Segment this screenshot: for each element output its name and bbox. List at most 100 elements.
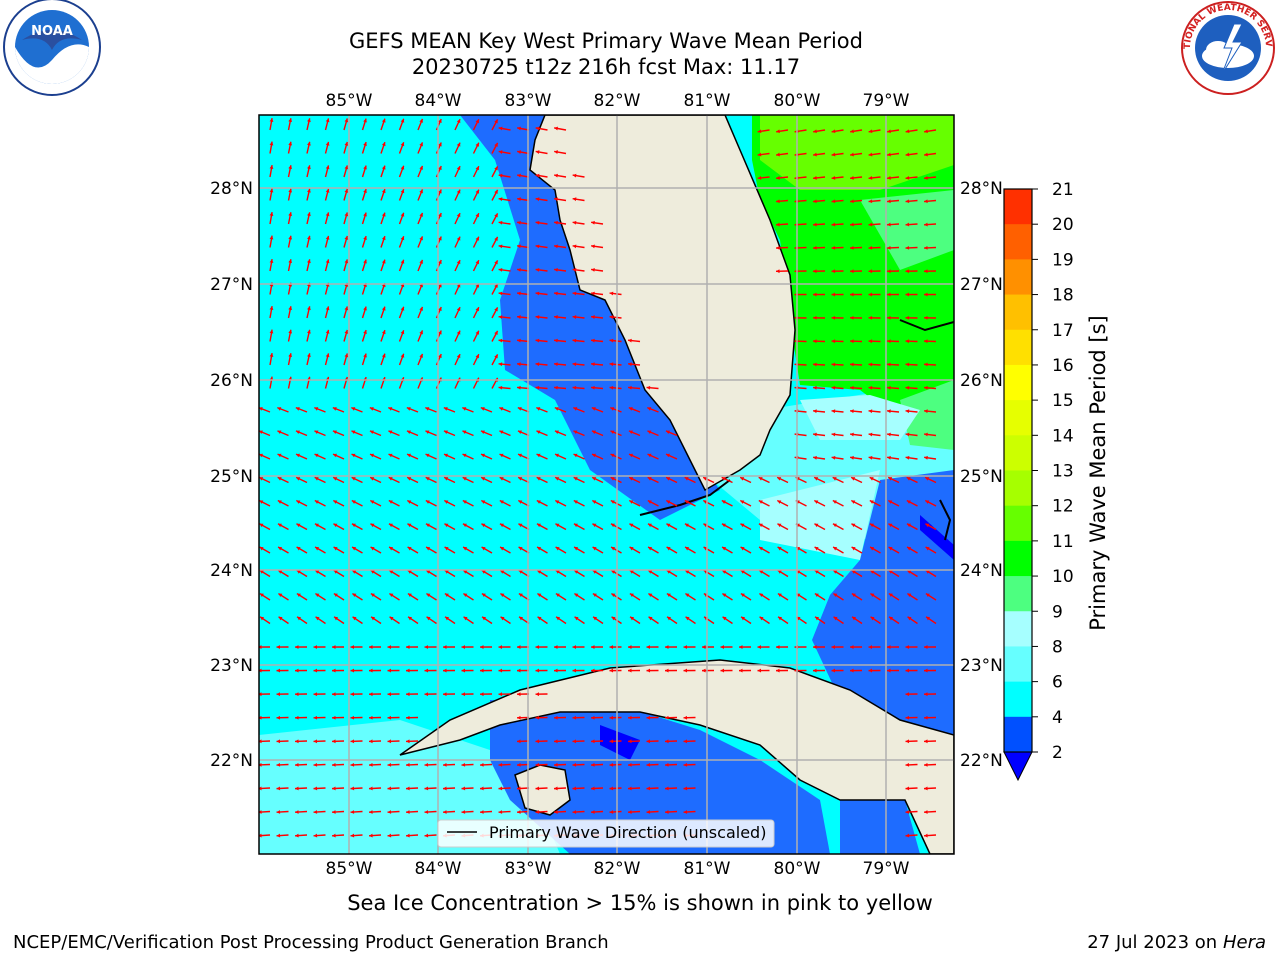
wave-arrow-head [494, 354, 498, 359]
wave-arrow-head [259, 739, 262, 744]
wave-arrow-head [924, 762, 928, 767]
wave-arrow-head [419, 165, 423, 170]
wave-arrow-head [554, 762, 558, 767]
wave-arrow-head [438, 142, 442, 147]
wave-arrow-head [535, 645, 540, 649]
wave-arrow-head [352, 547, 357, 551]
wave-arrow-head [498, 173, 503, 178]
wave-arrow-head [813, 245, 817, 250]
wave-arrow-head [870, 593, 875, 598]
wave-arrow-head [456, 213, 461, 218]
wave-arrow-head [388, 453, 393, 458]
wave-arrow-head [831, 245, 836, 250]
lat-tick-left: 23°N [210, 656, 253, 676]
wave-arrow-head [296, 570, 301, 574]
wave-arrow-head [381, 165, 386, 170]
wave-arrow-head [296, 453, 301, 458]
lon-tick-top: 82°W [594, 91, 641, 111]
wave-arrow-head [572, 268, 577, 272]
wave-arrow-head [406, 715, 410, 720]
wave-arrow-head [535, 362, 540, 367]
wave-arrow-head [592, 593, 597, 598]
wave-arrow-head [702, 645, 706, 649]
wave-arrow-head [498, 762, 503, 767]
wave-arrow-head [494, 283, 498, 288]
wave-arrow-head [628, 762, 632, 767]
wave-arrow-head [332, 715, 336, 720]
wave-arrow-head [628, 385, 632, 390]
wave-arrow-head [313, 833, 318, 838]
wave-arrow-head [288, 141, 293, 146]
wave-arrow-head [535, 692, 540, 697]
wave-arrow-head [850, 199, 854, 204]
wave-arrow-head [905, 339, 910, 344]
wave-arrow-head [438, 189, 442, 194]
wave-arrow-head [591, 362, 595, 367]
wave-arrow-head [307, 118, 311, 123]
wave-arrow-head [462, 407, 467, 411]
wave-arrow-head [518, 570, 523, 574]
wave-arrow-head [683, 739, 688, 744]
wave-arrow-head [832, 500, 837, 504]
wave-arrow-head [307, 235, 311, 240]
wave-arrow-head [387, 739, 392, 744]
wave-arrow-head [307, 259, 311, 264]
wave-arrow-head [610, 500, 615, 504]
wave-arrow-head [259, 407, 263, 411]
wave-arrow-head [888, 477, 893, 481]
wave-arrow-head [475, 119, 479, 124]
wave-arrow-head [425, 453, 430, 458]
wave-arrow-head [333, 453, 338, 458]
wave-arrow-head [419, 236, 423, 241]
wave-arrow-head [443, 786, 447, 791]
wave-arrow-head [517, 150, 521, 154]
wave-arrow-head [683, 810, 688, 814]
wave-arrow-head [456, 354, 461, 359]
wave-arrow-head [517, 407, 522, 411]
colorbar-tick-label: 2 [1052, 743, 1063, 763]
wave-arrow-head [278, 616, 283, 621]
wave-arrow-head [905, 222, 910, 227]
wave-arrow-head [475, 354, 479, 359]
wave-arrow-head [905, 739, 910, 744]
wave-arrow-head [850, 409, 854, 414]
wave-arrow-head [334, 616, 339, 621]
wave-arrow-head [757, 152, 762, 157]
wave-arrow-head [647, 407, 652, 411]
colorbar-segment [1004, 611, 1032, 647]
wave-arrow-head [332, 762, 336, 767]
wave-arrow-head [363, 259, 367, 264]
lat-tick-right: 25°N [960, 467, 1003, 487]
wave-arrow-head [591, 338, 595, 343]
wave-arrow-head [381, 118, 386, 123]
wave-arrow-head [870, 570, 875, 574]
wave-arrow-head [535, 220, 540, 225]
wave-arrow-head [443, 762, 447, 767]
wave-arrow-head [480, 692, 484, 697]
wave-arrow-head [307, 353, 311, 358]
wave-arrow-head [444, 570, 449, 574]
wave-arrow-head [325, 353, 330, 358]
colorbar-tick-label: 10 [1052, 567, 1074, 587]
wave-arrow-head [400, 142, 405, 147]
wave-arrow-head [296, 547, 301, 551]
wave-arrow-head [924, 432, 928, 437]
wave-arrow-head [592, 523, 597, 528]
wave-arrow-head [887, 455, 891, 460]
wave-arrow-head [295, 407, 300, 411]
wave-arrow-head [381, 212, 386, 217]
lat-tick-right: 26°N [960, 371, 1003, 391]
wave-arrow-head [850, 432, 854, 437]
wave-arrow-head [259, 430, 263, 434]
wave-arrow-head [481, 477, 486, 481]
wave-arrow-head [388, 477, 393, 481]
wave-arrow-head [572, 244, 577, 249]
wave-arrow-head [574, 547, 579, 551]
wave-arrow-head [387, 645, 392, 649]
wave-arrow-head [419, 306, 423, 311]
wave-arrow-head [573, 407, 578, 411]
wave-arrow-head [363, 330, 367, 334]
svg-text:NOAA: NOAA [31, 24, 73, 39]
wave-arrow-head [685, 616, 690, 621]
wave-arrow-head [813, 339, 817, 344]
